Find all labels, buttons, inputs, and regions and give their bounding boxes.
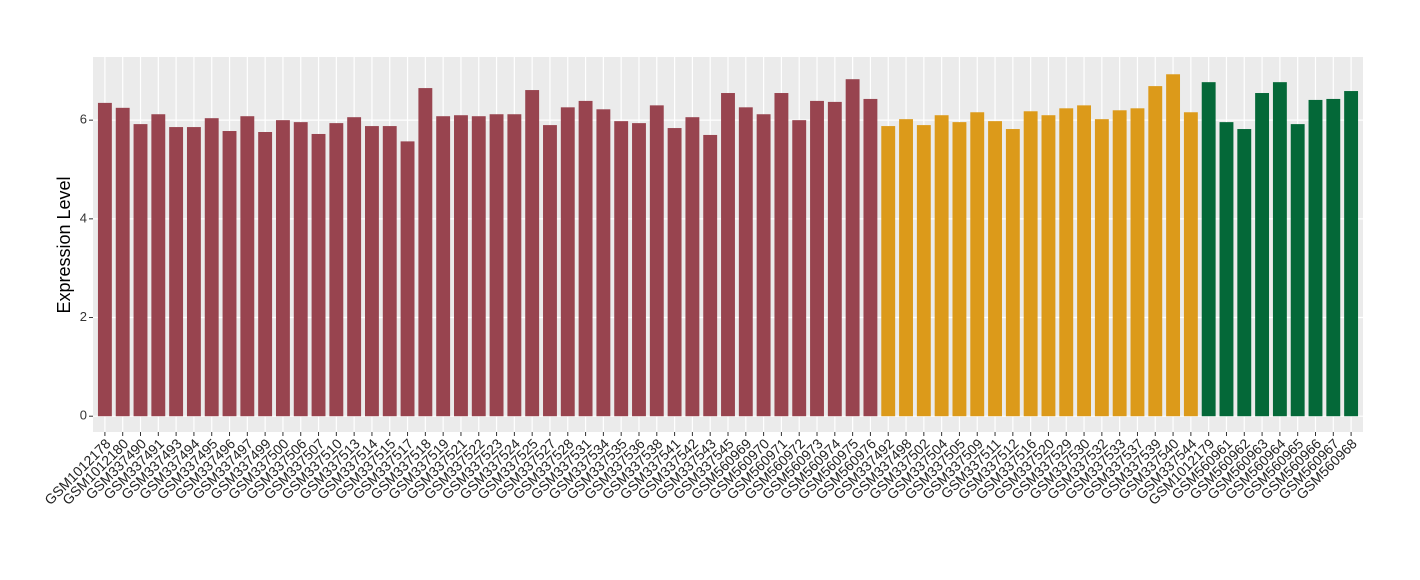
y-tick-label: 0: [80, 408, 87, 423]
bar: [738, 107, 753, 417]
bar: [1272, 82, 1287, 417]
bar: [1094, 119, 1109, 417]
bar: [293, 122, 308, 417]
bar: [1237, 129, 1252, 417]
bar: [667, 128, 682, 417]
bar: [1130, 108, 1145, 417]
bar: [222, 131, 237, 417]
bar: [1005, 129, 1020, 417]
bar: [471, 116, 486, 417]
bar: [489, 114, 504, 417]
bar: [988, 121, 1002, 417]
bar: [1219, 122, 1234, 417]
bar: [1059, 108, 1074, 417]
bar: [169, 127, 184, 417]
bar: [632, 123, 646, 417]
bar: [649, 105, 664, 417]
bar: [133, 124, 148, 417]
bar: [1166, 74, 1181, 417]
bar: [614, 121, 629, 417]
bar: [881, 126, 896, 417]
bar: [543, 125, 557, 417]
bar: [365, 126, 379, 417]
bar: [1290, 124, 1305, 417]
y-tick-label: 2: [80, 309, 87, 324]
bar: [827, 101, 842, 417]
bar: [703, 134, 718, 417]
bar: [418, 88, 433, 417]
bar: [934, 115, 949, 417]
bar: [916, 125, 931, 417]
y-tick-label: 4: [80, 210, 87, 225]
bar: [1255, 93, 1270, 417]
bar: [756, 114, 771, 417]
bar: [685, 117, 700, 417]
bar: [774, 93, 789, 417]
bar: [151, 114, 166, 417]
bar: [204, 118, 219, 417]
bar: [1112, 110, 1127, 417]
bar: [899, 119, 913, 417]
bar: [507, 114, 522, 417]
bar: [1344, 91, 1359, 417]
bar: [1077, 105, 1091, 417]
bar: [454, 115, 468, 417]
bar: [311, 133, 326, 417]
bar: [1326, 98, 1341, 417]
bar: [329, 123, 344, 417]
bar: [258, 132, 273, 417]
bar: [347, 117, 362, 417]
bar: [525, 90, 540, 417]
bar: [578, 100, 593, 417]
y-tick-label: 6: [80, 112, 87, 127]
bar: [1023, 111, 1038, 417]
bar: [970, 112, 985, 417]
bar: [1041, 115, 1056, 417]
bar: [560, 107, 575, 417]
bar: [240, 116, 255, 417]
y-axis-label: Expression Level: [54, 176, 74, 313]
bar: [382, 126, 397, 417]
bar: [810, 100, 824, 417]
bar: [1201, 82, 1216, 417]
bar: [400, 141, 415, 417]
bar: [436, 116, 451, 417]
bar: [721, 93, 735, 417]
bar: [863, 98, 878, 417]
bar: [97, 102, 112, 417]
bar: [1183, 112, 1198, 417]
bar: [275, 120, 290, 417]
bar: [792, 120, 807, 417]
bar: [1308, 99, 1323, 417]
bar: [845, 79, 860, 417]
bar: [596, 109, 611, 417]
bar: [1148, 86, 1163, 417]
bar: [186, 127, 201, 417]
bar: [952, 122, 967, 417]
bar: [115, 107, 130, 417]
